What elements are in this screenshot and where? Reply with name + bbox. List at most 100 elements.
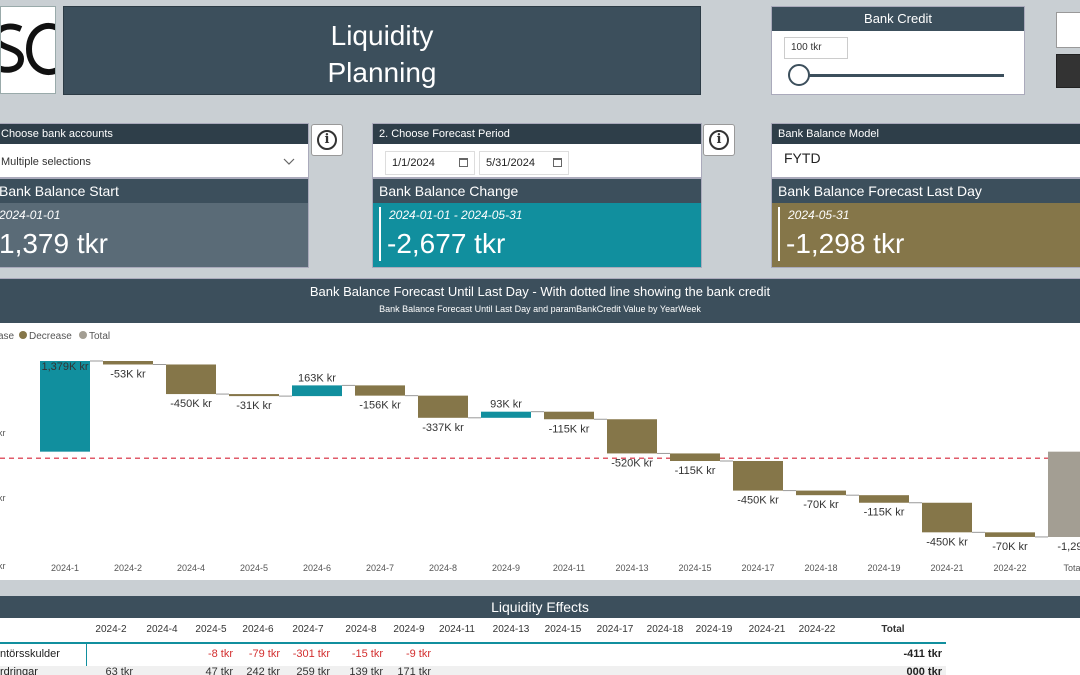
table-col-header[interactable]: 2024-5 [195,624,227,635]
title-line-1: Liquidity [330,20,434,51]
forecast-period-slicer: 2. Choose Forecast Period 1/1/2024 5/31/… [372,123,702,178]
x-tick-label: 2024-22 [993,563,1026,573]
info-button-period[interactable]: i [703,124,735,156]
toggle-dark-button[interactable] [1056,54,1080,88]
table-col-header[interactable]: 2024-9 [393,624,425,635]
waterfall-bar[interactable] [229,394,279,397]
bank-credit-label: Bank Credit [772,7,1024,31]
calendar-icon [459,158,468,167]
chart-legend: ase Decrease Total [0,331,110,342]
bank-credit-slicer: Bank Credit 100 tkr [771,6,1025,95]
info-icon: i [709,130,729,150]
kpi-change-label: Bank Balance Change [373,179,701,203]
kpi-forecast-accent [778,207,780,261]
waterfall-bar[interactable] [733,460,783,491]
table-col-header[interactable]: 2024-15 [544,624,582,635]
bar-data-label: -31K kr [236,400,272,412]
chart-subtitle: Bank Balance Forecast Until Last Day and… [379,304,701,314]
y-tick-label: kr [0,561,6,571]
x-tick-label: 2024-11 [553,563,585,573]
bar-data-label: -450K kr [737,495,779,507]
bar-data-label: -337K kr [422,422,464,434]
toggle-light-button[interactable] [1056,12,1080,48]
waterfall-bar[interactable] [544,411,594,420]
table-row-label: ntörsskulder [0,648,60,660]
table-cell: -79 tkr [248,648,280,660]
waterfall-bar[interactable] [796,490,846,496]
bar-data-label: -115K kr [675,465,716,477]
bar-data-label: 93K kr [490,399,522,411]
table-col-header[interactable]: 2024-4 [146,624,178,635]
waterfall-bar[interactable] [922,502,972,533]
waterfall-bar[interactable] [1048,451,1080,537]
waterfall-bar[interactable] [481,411,531,418]
waterfall-bar[interactable] [418,395,468,418]
legend-decrease-label: Decrease [29,331,72,342]
table-col-header[interactable]: 2024-13 [492,624,530,635]
table-column-headers: 2024-2 2024-4 2024-5 2024-6 2024-7 2024-8 2024… [0,624,946,642]
waterfall-chart-panel: Bank Balance Forecast Until Last Day - W… [0,278,1080,580]
bank-accounts-value: Multiple selections [1,156,91,168]
table-col-header[interactable]: 2024-8 [345,624,377,635]
waterfall-bar[interactable] [355,385,405,396]
x-tick-label: 2024-8 [429,563,457,573]
table-cell: 259 tkr [296,666,330,675]
waterfall-bar[interactable] [166,364,216,395]
table-row-label: rdringar [0,666,38,675]
waterfall-bar[interactable] [859,495,909,503]
period-end-input[interactable]: 5/31/2024 [479,151,569,175]
kpi-bank-balance-change: Bank Balance Change 2024-01-01 - 2024-05… [372,178,702,268]
bank-credit-slider-thumb[interactable] [788,64,810,86]
bar-data-label: 1,379K kr [41,361,88,373]
legend-increase-label: ase [0,331,15,342]
waterfall-bar[interactable] [292,385,342,397]
y-tick-label: kr [0,428,6,438]
period-end-value: 5/31/2024 [486,157,535,169]
period-start-value: 1/1/2024 [392,157,435,169]
x-tick-label: 2024-19 [867,563,900,573]
table-title: Liquidity Effects [0,596,1080,618]
waterfall-bar[interactable] [40,361,90,452]
info-button-accounts[interactable]: i [311,124,343,156]
table-cell: 63 tkr [105,666,133,675]
kpi-bank-balance-forecast: Bank Balance Forecast Last Day 2024-05-3… [771,178,1080,268]
table-col-total[interactable]: Total [881,624,905,635]
waterfall-chart[interactable]: ase Decrease Total kr kr kr 1,379K kr 202… [0,323,1080,581]
table-col-header[interactable]: 2024-17 [596,624,634,635]
x-tick-label: 2024-17 [741,563,774,573]
bar-data-label: -1,298 [1057,541,1080,553]
bar-data-label: 163K kr [298,372,336,384]
kpi-forecast-date: 2024-05-31 [788,208,850,222]
bank-credit-input[interactable]: 100 tkr [784,37,848,59]
bank-credit-slider-track[interactable] [800,74,1004,77]
table-col-header[interactable]: 2024-6 [242,624,274,635]
waterfall-bar[interactable] [607,419,657,454]
x-tick-label: 2024-9 [492,563,520,573]
x-tick-label: 2024-7 [366,563,394,573]
table-col-header[interactable]: 2024-11 [439,624,475,635]
legend-total-dot [79,331,87,339]
table-col-header[interactable]: 2024-22 [798,624,836,635]
kpi-change-value: -2,677 tkr [387,228,506,259]
bank-balance-model-value[interactable]: FYTD [784,150,821,166]
table-row-total: -411 tkr [903,648,942,660]
table-cell: 47 tkr [205,666,233,675]
legend-decrease-dot [19,331,27,339]
legend-total-label: Total [89,331,110,342]
table-cell: 139 tkr [349,666,383,675]
page-title: Liquidity Planning [63,6,701,95]
table-col-header[interactable]: 2024-7 [292,624,324,635]
table-col-header[interactable]: 2024-19 [695,624,733,635]
table-col-header[interactable]: 2024-18 [646,624,684,635]
waterfall-bar[interactable] [103,361,153,365]
company-logo [0,6,56,94]
period-start-input[interactable]: 1/1/2024 [385,151,475,175]
table-col-header[interactable]: 2024-21 [748,624,786,635]
table-column-divider [86,644,87,675]
bank-accounts-dropdown[interactable]: Multiple selections [0,152,299,172]
chevron-down-icon [283,158,295,165]
waterfall-bar[interactable] [670,453,720,461]
table-col-header[interactable]: 2024-2 [95,624,127,635]
waterfall-bar[interactable] [985,532,1035,537]
table-cell: -15 tkr [351,648,383,660]
